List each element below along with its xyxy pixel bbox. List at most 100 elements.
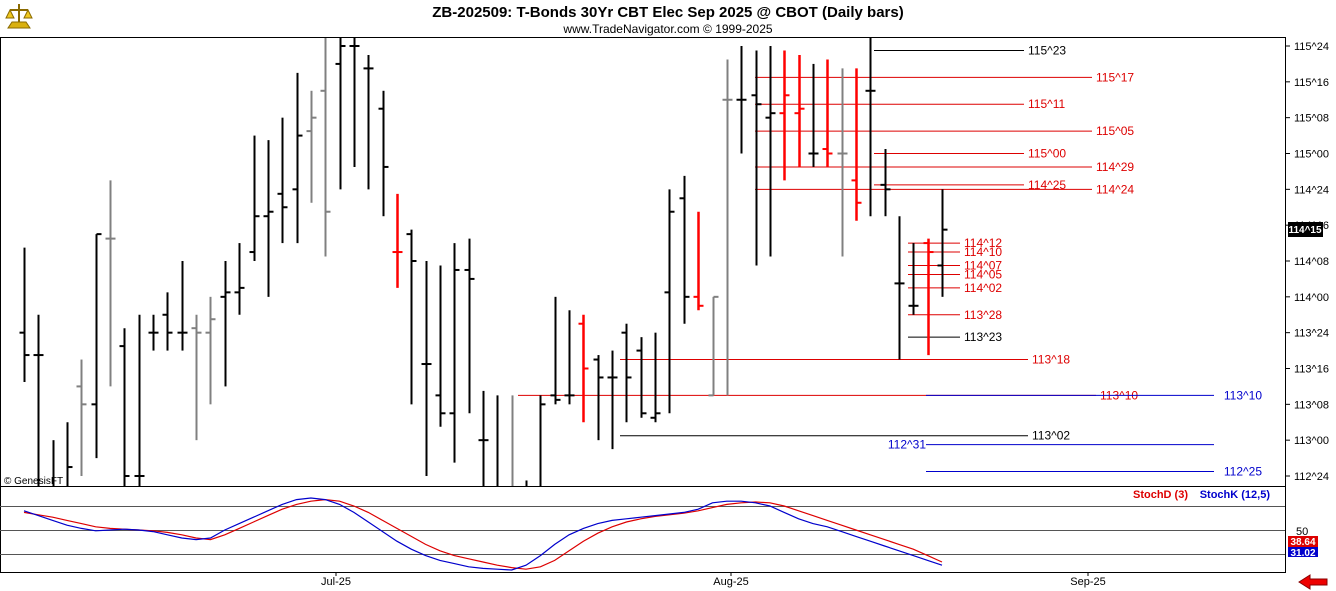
stochk-line	[23, 497, 943, 571]
ohlc-bar	[421, 261, 432, 476]
level-label: 112^31	[888, 438, 926, 452]
price-tick-label: 113^24	[1294, 328, 1329, 340]
ohlc-bar	[751, 50, 762, 266]
ohlc-bar	[923, 238, 934, 356]
price-tick-label: 114^08	[1294, 256, 1329, 268]
ohlc-bar	[263, 140, 274, 297]
ohlc-bar	[937, 189, 948, 297]
ohlc-bar	[234, 243, 245, 315]
ohlc-bar	[191, 314, 202, 441]
ohlc-bar	[736, 46, 747, 154]
stoch-panel-frame	[0, 486, 1286, 573]
level-label: 113^02	[1032, 429, 1070, 443]
level-label: 115^05	[1096, 124, 1134, 138]
price-tick-label: 113^08	[1294, 399, 1329, 411]
stochd-line	[23, 498, 943, 570]
ohlc-bar	[119, 328, 130, 486]
ohlc-bar	[621, 323, 632, 423]
ohlc-bar	[406, 229, 417, 405]
ohlc-bar	[91, 233, 102, 459]
ohlc-bar	[33, 314, 44, 486]
time-tick-label: Sep-25	[1070, 576, 1105, 588]
price-tick-label: 113^00	[1294, 435, 1329, 447]
ohlc-bar	[66, 422, 73, 486]
level-label: 114^29	[1096, 160, 1134, 174]
level-label: 114^24	[1096, 182, 1134, 196]
ohlc-bar	[880, 149, 891, 217]
ohlc-bar	[105, 180, 116, 387]
level-label: 112^25	[1224, 465, 1262, 479]
ohlc-bar	[220, 261, 231, 387]
ohlc-bar	[650, 332, 661, 423]
ohlc-bar	[794, 54, 805, 167]
level-label: 113^10	[1224, 388, 1262, 402]
scroll-left-arrow-icon[interactable]	[1298, 574, 1328, 590]
level-label: 113^18	[1032, 353, 1070, 367]
ohlc-bar	[76, 359, 87, 476]
level-label: 114^10	[964, 245, 1002, 259]
ohlc-bar	[148, 314, 159, 351]
level-label: 114^02	[964, 281, 1002, 295]
price-tick-label: 115^08	[1294, 113, 1329, 125]
level-label: 115^17	[1096, 70, 1134, 84]
stoch-level-50: 50	[1296, 526, 1308, 538]
ohlc-bar	[320, 38, 331, 257]
price-tick-label: 113^16	[1294, 364, 1329, 376]
ohlc-bar	[837, 68, 848, 257]
logo-icon	[5, 4, 33, 29]
price-tick-label: 115^00	[1294, 149, 1329, 161]
level-label: 114^07	[964, 258, 1002, 272]
ohlc-bar	[378, 90, 389, 217]
price-tick-label: 114^24	[1294, 184, 1329, 196]
ohlc-bar	[292, 72, 303, 244]
ohlc-bar	[134, 314, 145, 486]
ohlc-bar	[335, 38, 346, 190]
price-tick-label: 112^24	[1294, 471, 1329, 483]
ohlc-bar	[177, 261, 188, 351]
time-tick-label: Aug-25	[713, 576, 748, 588]
ohlc-bar	[765, 46, 776, 257]
price-tick-label: 115^16	[1294, 77, 1329, 89]
current-price-label: 114^15	[1288, 225, 1322, 236]
level-label: 115^11	[1028, 97, 1066, 111]
ohlc-bar	[578, 314, 589, 423]
ohlc-bar	[205, 296, 216, 405]
stochk-legend: StochK (12,5)	[1200, 489, 1271, 501]
stochk-value-marker: 31.02	[1288, 547, 1318, 559]
ohlc-bar	[693, 211, 704, 311]
stochd-value: 38.64	[1290, 537, 1315, 548]
time-axis: Jul-25 Aug-25 Sep-25	[321, 572, 1106, 588]
level-label: 113^28	[964, 308, 1002, 322]
ohlc-bar	[822, 59, 833, 167]
ohlc-bar	[865, 38, 876, 217]
chart-title: ZB-202509: T-Bonds 30Yr CBT Elec Sep 202…	[432, 4, 903, 21]
ohlc-bar	[593, 355, 604, 441]
ohlc-bar	[722, 59, 733, 396]
ohlc-bar	[464, 238, 475, 414]
level-label: 114^25	[1028, 178, 1066, 192]
level-label: 114^12	[964, 236, 1002, 250]
ohlc-bar	[908, 243, 919, 315]
copyright-label: © GenesisFT	[4, 476, 63, 487]
ohlc-bar	[363, 54, 374, 190]
ohlc-bar	[894, 216, 905, 360]
price-levels: 115^23 115^17 115^11 115^05 115^00 114^29 114^…	[518, 43, 1262, 479]
stochastic-panel	[0, 497, 1285, 571]
ohlc-bar	[708, 295, 719, 397]
ohlc-bar	[306, 90, 317, 203]
price-axis: 112^24 113^00 113^08 113^16 113^24 114^00 114^…	[1285, 41, 1329, 483]
level-label: 115^00	[1028, 147, 1066, 161]
level-label: 113^23	[964, 330, 1002, 344]
ohlc-bar	[249, 135, 260, 261]
ohlc-bar	[564, 310, 575, 405]
ohlc-bar	[607, 350, 618, 450]
ohlc-bar	[277, 117, 288, 244]
ohlc-bar	[550, 296, 561, 405]
ohlc-bar	[808, 63, 819, 167]
stochk-value: 31.02	[1290, 548, 1315, 559]
ohlc-bar	[636, 337, 647, 418]
stochd-value-marker: 38.64	[1288, 536, 1318, 548]
price-bars	[19, 38, 948, 486]
